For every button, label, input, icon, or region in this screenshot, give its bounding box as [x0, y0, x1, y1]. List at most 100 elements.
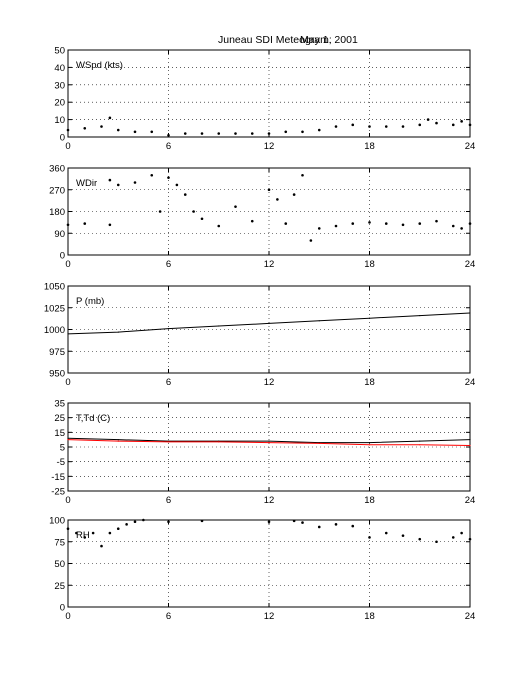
- y-tick-label: 0: [60, 251, 65, 262]
- data-point: [268, 440, 270, 442]
- x-tick-label: 12: [264, 377, 275, 388]
- y-tick-label: 1000: [44, 325, 65, 336]
- data-point: [66, 527, 70, 530]
- data-point: [384, 531, 388, 535]
- y-tick-label: 100: [49, 516, 65, 527]
- data-point: [368, 221, 371, 224]
- y-tick-label: -25: [51, 487, 65, 498]
- figure-title-date: May 1, 2001: [300, 34, 358, 46]
- data-point: [150, 130, 154, 134]
- data-point: [167, 133, 170, 137]
- plot-frame: [67, 49, 471, 138]
- y-tick-label: -15: [51, 472, 65, 483]
- y-tick-label: 1025: [44, 303, 65, 314]
- y-tick-label: 75: [54, 537, 65, 548]
- data-point: [117, 440, 119, 442]
- x-tick-label: 12: [264, 259, 275, 270]
- x-tick-label: 18: [364, 377, 375, 388]
- y-tick-label: 975: [49, 347, 65, 358]
- data-point: [133, 520, 137, 524]
- data-point: [218, 441, 220, 443]
- data-point: [276, 198, 279, 201]
- data-point: [167, 520, 170, 524]
- y-tick-label: 360: [49, 164, 65, 175]
- data-point: [108, 531, 112, 535]
- data-point: [117, 439, 119, 441]
- y-tick-label: -5: [57, 457, 65, 468]
- data-point: [419, 314, 421, 317]
- data-point: [66, 223, 70, 227]
- data-point: [83, 127, 87, 130]
- x-tick-label: 18: [364, 495, 375, 506]
- data-point: [469, 439, 471, 441]
- y-tick-label: 30: [54, 80, 65, 91]
- x-tick-label: 6: [166, 495, 171, 506]
- data-point: [368, 442, 371, 444]
- data-point: [250, 132, 254, 135]
- y-tick-label: 20: [54, 98, 65, 109]
- data-point: [451, 536, 455, 539]
- data-point: [133, 130, 137, 134]
- x-tick-label: 0: [65, 611, 70, 622]
- data-point: [267, 188, 271, 192]
- data-point: [468, 222, 472, 225]
- data-point: [158, 210, 162, 213]
- data-point: [250, 219, 254, 223]
- data-point: [451, 224, 455, 228]
- y-tick-label: 5: [60, 443, 65, 454]
- data-point: [167, 441, 170, 443]
- y-tick-label: 25: [54, 413, 65, 424]
- data-point: [175, 183, 179, 187]
- y-tick-label: 35: [54, 399, 65, 410]
- data-point: [401, 534, 405, 537]
- data-point: [75, 531, 78, 535]
- x-tick-label: 12: [264, 611, 275, 622]
- data-point: [268, 442, 270, 444]
- panel-3: 0 6 12 18 24 950 975 1000 1025 1050 P (mb): [44, 282, 475, 389]
- data-point: [267, 132, 271, 135]
- data-point: [418, 222, 422, 225]
- data-point: [116, 128, 120, 132]
- figure-title-station: Juneau SDI Meteogram:: [218, 34, 332, 46]
- series-1: [66, 518, 472, 548]
- series-2: [67, 439, 471, 447]
- data-point: [67, 333, 69, 335]
- data-point: [351, 524, 355, 528]
- x-tick-label: 18: [364, 259, 375, 270]
- x-tick-label: 24: [465, 141, 476, 152]
- data-point: [368, 444, 371, 446]
- data-point: [368, 317, 371, 319]
- data-point: [200, 132, 204, 135]
- x-tick-label: 18: [364, 611, 375, 622]
- x-tick-label: 24: [465, 495, 476, 506]
- data-point: [167, 176, 170, 179]
- data-point: [108, 178, 112, 182]
- data-point: [100, 544, 103, 548]
- data-point: [318, 442, 320, 444]
- data-point: [83, 222, 87, 225]
- series-1: [67, 312, 471, 335]
- data-point: [309, 239, 313, 242]
- data-point: [334, 523, 338, 526]
- data-point: [217, 224, 221, 228]
- data-point: [117, 331, 119, 333]
- data-point: [142, 518, 145, 522]
- data-point: [200, 217, 204, 221]
- y-tick-label: 270: [49, 185, 65, 196]
- data-point: [460, 531, 463, 535]
- data-point: [301, 130, 304, 134]
- x-tick-label: 18: [364, 141, 375, 152]
- y-tick-label: 50: [54, 46, 65, 57]
- data-point: [384, 125, 388, 128]
- x-tick-label: 0: [65, 141, 70, 152]
- panel-label: WDir: [76, 178, 97, 189]
- x-tick-label: 24: [465, 377, 476, 388]
- data-point: [108, 223, 112, 227]
- data-point: [66, 128, 70, 132]
- y-tick-label: 0: [60, 133, 65, 144]
- data-point: [100, 125, 103, 128]
- data-point: [401, 223, 405, 227]
- y-tick-label: 40: [54, 63, 65, 74]
